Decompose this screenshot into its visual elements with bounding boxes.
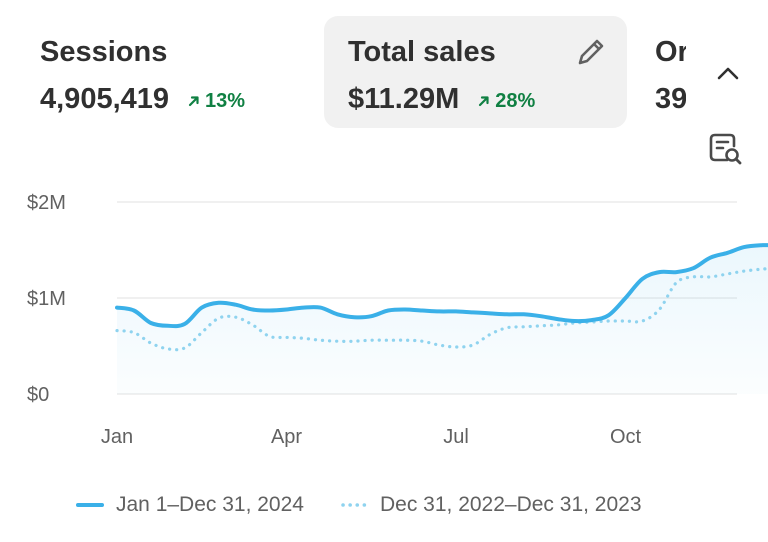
arrow-up-right-icon bbox=[188, 96, 199, 107]
legend-item-current[interactable]: Jan 1–Dec 31, 2024 bbox=[76, 493, 304, 517]
metric-card-total-sales[interactable]: Total sales $11.29M 28% bbox=[324, 16, 627, 128]
y-tick-label: $0 bbox=[27, 384, 49, 406]
metric-label: Sessions bbox=[40, 36, 168, 68]
legend-label-current: Jan 1–Dec 31, 2024 bbox=[116, 493, 304, 516]
metric-change-value: 28% bbox=[495, 89, 536, 112]
x-tick-label: Oct bbox=[610, 426, 642, 448]
chevron-up-icon[interactable] bbox=[711, 58, 745, 88]
metric-card-orders[interactable]: Or 39 bbox=[632, 16, 686, 128]
metric-label: Or bbox=[655, 36, 686, 68]
metric-label: Total sales bbox=[348, 36, 496, 68]
legend-label-previous: Dec 31, 2022–Dec 31, 2023 bbox=[379, 493, 642, 516]
metric-change-value: 13% bbox=[205, 89, 246, 112]
x-tick-label: Jan bbox=[101, 426, 133, 448]
legend-swatch-solid bbox=[76, 503, 104, 507]
pencil-icon[interactable] bbox=[573, 34, 609, 70]
series-area-current bbox=[117, 245, 768, 394]
metric-value: $11.29M bbox=[348, 83, 460, 115]
series-line-previous[interactable] bbox=[115, 267, 768, 352]
legend-swatch-dotted bbox=[341, 503, 368, 507]
series-line-current[interactable] bbox=[115, 243, 768, 329]
x-tick-label: Apr bbox=[271, 426, 302, 448]
metric-value: 39 bbox=[655, 83, 686, 115]
metric-card-sessions[interactable]: Sessions 4,905,419 13% bbox=[16, 16, 306, 128]
chart-legend: Jan 1–Dec 31, 2024 Dec 31, 2022–Dec 31, … bbox=[76, 493, 642, 517]
document-search-icon[interactable] bbox=[706, 130, 744, 168]
arrow-up-right-icon bbox=[479, 96, 489, 107]
x-tick-label: Jul bbox=[443, 426, 469, 448]
legend-item-previous[interactable]: Dec 31, 2022–Dec 31, 2023 bbox=[340, 493, 642, 517]
metric-change: 13% bbox=[187, 90, 245, 113]
sales-line-chart: $0 $1M $2M Jan Apr Jul Oct bbox=[27, 192, 768, 448]
y-tick-label: $1M bbox=[27, 288, 66, 310]
y-tick-label: $2M bbox=[27, 192, 66, 214]
metric-change: 28% bbox=[477, 90, 535, 113]
metric-value: 4,905,419 bbox=[40, 83, 170, 115]
